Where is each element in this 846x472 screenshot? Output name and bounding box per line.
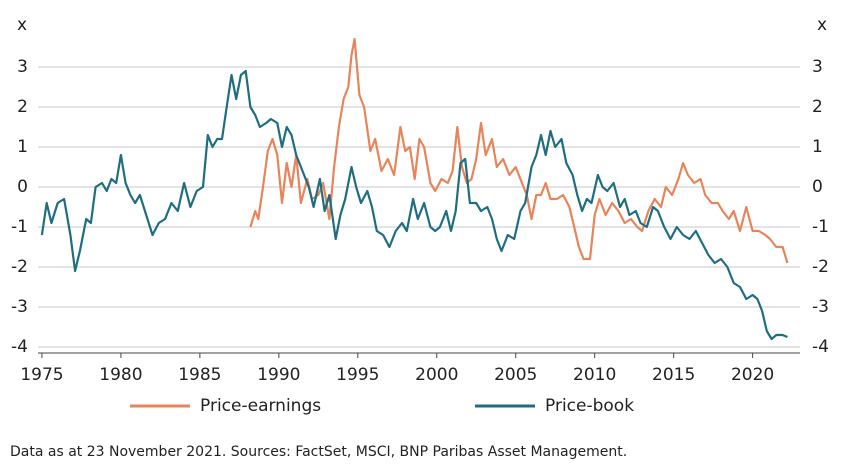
x-tick-label: 2015 [652, 365, 695, 385]
x-tick-label: 1975 [20, 365, 63, 385]
y-tick-label: -2 [11, 257, 28, 277]
x-tick-label: 1980 [99, 365, 142, 385]
x-tick-label: 1995 [336, 365, 379, 385]
footnote: Data as at 23 November 2021. Sources: Fa… [10, 444, 627, 460]
y-tick-label: -3 [11, 297, 28, 317]
x-tick-label: 1985 [178, 365, 221, 385]
y2-tick-label: -3 [812, 297, 829, 317]
y2-tick-label: 0 [812, 177, 823, 197]
y2-tick-label: 1 [812, 137, 823, 157]
line-series [40, 69, 788, 341]
y2-tick-label: -4 [812, 337, 829, 357]
y-tick-label: -4 [11, 337, 28, 357]
y-axis-label: x [17, 15, 27, 35]
x-tick-label: 2005 [494, 365, 537, 385]
x-tick-label: 2010 [573, 365, 616, 385]
y-tick-label: 0 [17, 177, 28, 197]
y2-tick-label: 2 [812, 97, 823, 117]
legend-label: Price-earnings [200, 396, 321, 416]
y2-tick-label: -1 [812, 217, 829, 237]
y-tick-label: -1 [11, 217, 28, 237]
x-tick-label: 1990 [257, 365, 300, 385]
y2-tick-label: 3 [812, 57, 823, 77]
line-series [249, 37, 789, 264]
y-tick-label: 3 [17, 57, 28, 77]
legend-label: Price-book [545, 396, 634, 416]
x-tick-label: 2020 [731, 365, 774, 385]
x-tick-label: 2000 [415, 365, 458, 385]
y-tick-label: 1 [17, 137, 28, 157]
y2-tick-label: -2 [812, 257, 829, 277]
y2-axis-label: x [817, 15, 827, 35]
y-tick-label: 2 [17, 97, 28, 117]
